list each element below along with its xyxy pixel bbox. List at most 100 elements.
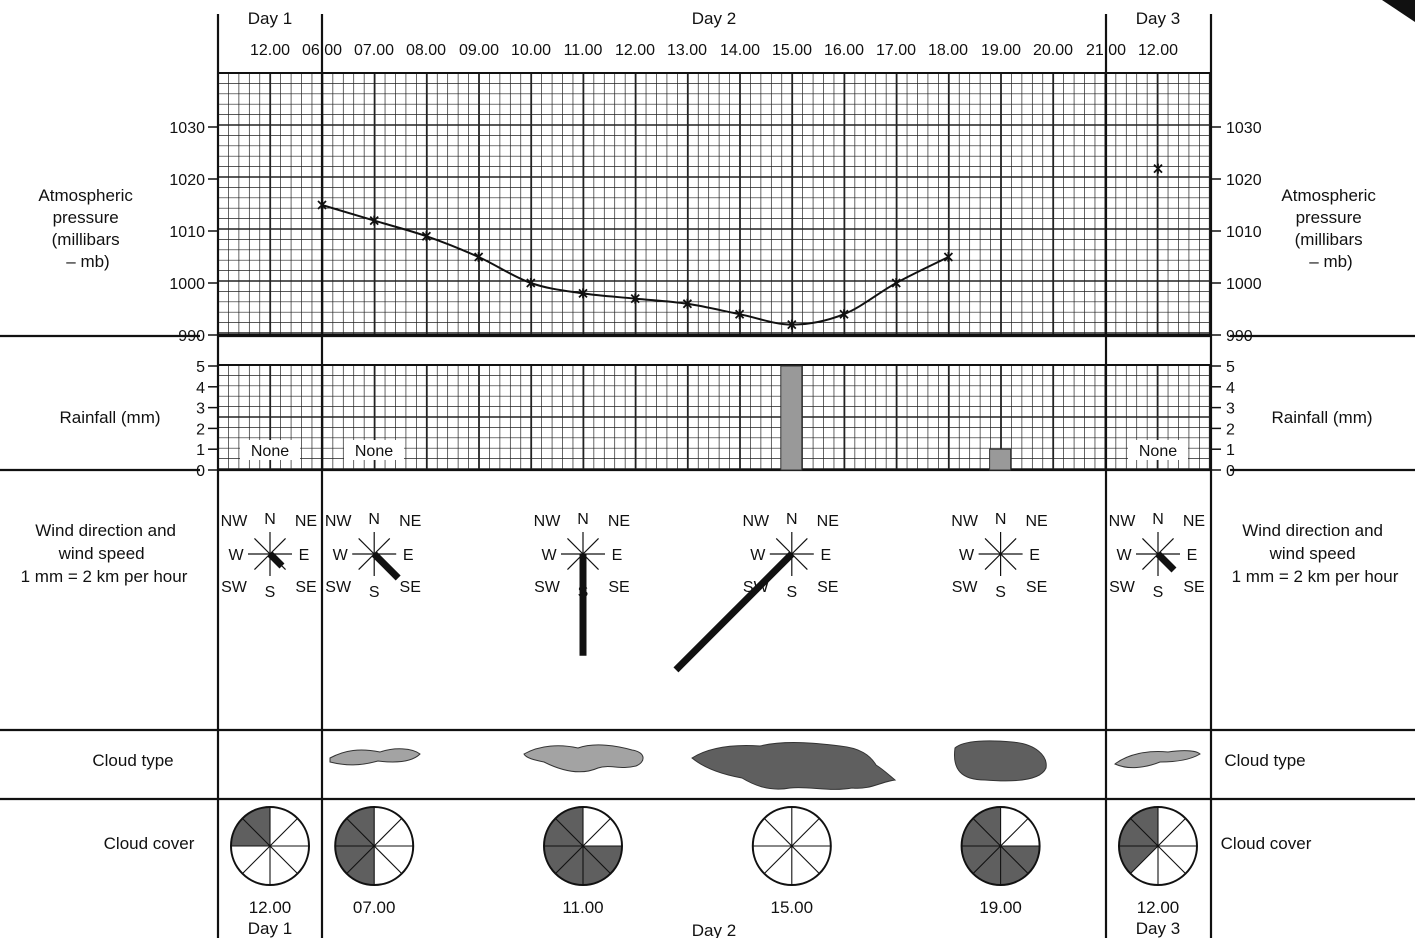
pressure-tick-left: 1030 <box>169 120 205 137</box>
cover-segment <box>1119 818 1158 846</box>
cover-spoke <box>1000 845 1029 874</box>
compass-spoke <box>373 538 391 555</box>
wind-label-left: Wind direction and wind speed 1 mm = 2 k… <box>21 521 188 586</box>
compass-w: W <box>333 547 349 564</box>
cloud-cover-circle <box>960 806 1041 886</box>
compass-se: SE <box>1183 579 1204 596</box>
compass-s: S <box>995 584 1006 601</box>
pressure-label-right: Atmospheric pressure (millibars – mb) <box>1281 186 1380 271</box>
compass-ne: NE <box>608 513 630 530</box>
cloud-cover-label-right: Cloud cover <box>1221 834 1312 853</box>
cover-spoke <box>555 845 584 874</box>
cover-segment <box>973 846 1001 885</box>
time-tick-label: 08.00 <box>406 42 446 59</box>
compass-spoke <box>1142 538 1159 555</box>
cover-segment <box>583 846 611 885</box>
day2-header: Day 2 <box>692 9 736 28</box>
observation-day-label: Day 1 <box>248 919 292 938</box>
compass-s: S <box>369 584 380 601</box>
compass-s: S <box>265 584 276 601</box>
pressure-point <box>526 278 536 288</box>
rainfall-tick-right: 3 <box>1226 401 1235 418</box>
rain-none-day2: None <box>355 443 393 460</box>
pressure-label-left: Atmospheric pressure (millibars – mb) <box>38 186 137 271</box>
rainfall-tick-left: 2 <box>196 421 205 438</box>
compass-spoke <box>269 538 286 555</box>
compass-w: W <box>1116 547 1132 564</box>
rainfall-bars <box>780 365 1012 471</box>
cover-segment <box>1119 846 1158 874</box>
compass-n: N <box>264 511 276 528</box>
rainfall-tick-left: 0 <box>196 463 205 480</box>
cover-spoke <box>763 845 793 874</box>
pressure-tick-right: 1020 <box>1226 172 1262 189</box>
pressure-point-day3 <box>1153 163 1163 174</box>
cover-segment <box>583 846 622 874</box>
wind-arrow <box>267 551 285 569</box>
day1-header: Day 1 <box>248 9 292 28</box>
compass-nw: NW <box>221 513 249 530</box>
time-tick-label: 12.00 <box>1138 42 1178 59</box>
time-tick-labels: 12.00 06.00 07.00 08.00 09.00 10.00 11.00 12.00… <box>250 42 1178 59</box>
compass-nw: NW <box>534 513 562 530</box>
rainfall-bar <box>780 365 803 471</box>
cover-segment <box>544 846 583 874</box>
wind-arrow <box>673 551 795 673</box>
compass-spoke <box>1000 553 1017 570</box>
cover-spoke <box>1157 818 1186 847</box>
pressure-point <box>682 298 693 309</box>
observation-time: 12.00 <box>1137 898 1180 917</box>
cover-segment <box>544 818 583 846</box>
rain-none-day1: None <box>251 443 289 460</box>
cover-spoke <box>555 818 584 847</box>
cover-segment <box>346 807 375 846</box>
cover-segment <box>961 846 1001 874</box>
rainfall-label-left: Rainfall (mm) <box>59 408 160 427</box>
wind-roses: NSEWNENWSESWNSEWNENWSESWNSEWNENWSESWNSEW… <box>221 511 1205 673</box>
compass-w: W <box>228 547 244 564</box>
time-tick-label: 07.00 <box>354 42 394 59</box>
cover-segment <box>335 818 375 846</box>
cover-segment <box>973 807 1001 846</box>
cover-segment <box>346 846 375 885</box>
rainfall-tick-left: 4 <box>196 380 205 397</box>
cover-spoke <box>1157 845 1186 874</box>
cover-spoke <box>346 818 375 847</box>
cover-segment <box>230 818 270 846</box>
cover-segment <box>1130 807 1158 846</box>
rainfall-tick-left: 5 <box>196 359 205 376</box>
time-tick-label: 20.00 <box>1033 42 1073 59</box>
compass-nw: NW <box>1109 513 1137 530</box>
compass-ne: NE <box>1025 513 1047 530</box>
time-tick-label: 15.00 <box>772 42 812 59</box>
compass-spoke <box>775 538 793 555</box>
cloud-cover-circle <box>1118 806 1198 886</box>
time-tick-label: 21.00 <box>1086 42 1126 59</box>
compass-sw: SW <box>221 579 248 596</box>
compass-n: N <box>368 511 380 528</box>
none-label-bg <box>1128 440 1188 460</box>
grid-layer <box>217 72 1212 471</box>
pressure-point <box>473 252 484 262</box>
pressure-point <box>630 293 640 304</box>
rainfall-tick-left: 1 <box>196 442 205 459</box>
cloud-cover-circle <box>230 806 310 886</box>
cover-spoke <box>1130 845 1159 874</box>
compass-spoke <box>254 553 271 570</box>
pressure-tick-right: 990 <box>1226 328 1253 345</box>
pressure-point <box>578 288 588 299</box>
cover-segment <box>555 807 583 846</box>
cover-spoke <box>373 845 403 874</box>
compass-se: SE <box>295 579 316 596</box>
cover-spoke <box>269 845 298 874</box>
rain-none-day3: None <box>1139 443 1177 460</box>
compass-spoke <box>791 538 808 555</box>
pressure-tick-right: 1010 <box>1226 224 1262 241</box>
compass-spoke <box>1142 553 1159 570</box>
compass-spoke <box>791 553 808 570</box>
pressure-tick-right: 1000 <box>1226 276 1262 293</box>
